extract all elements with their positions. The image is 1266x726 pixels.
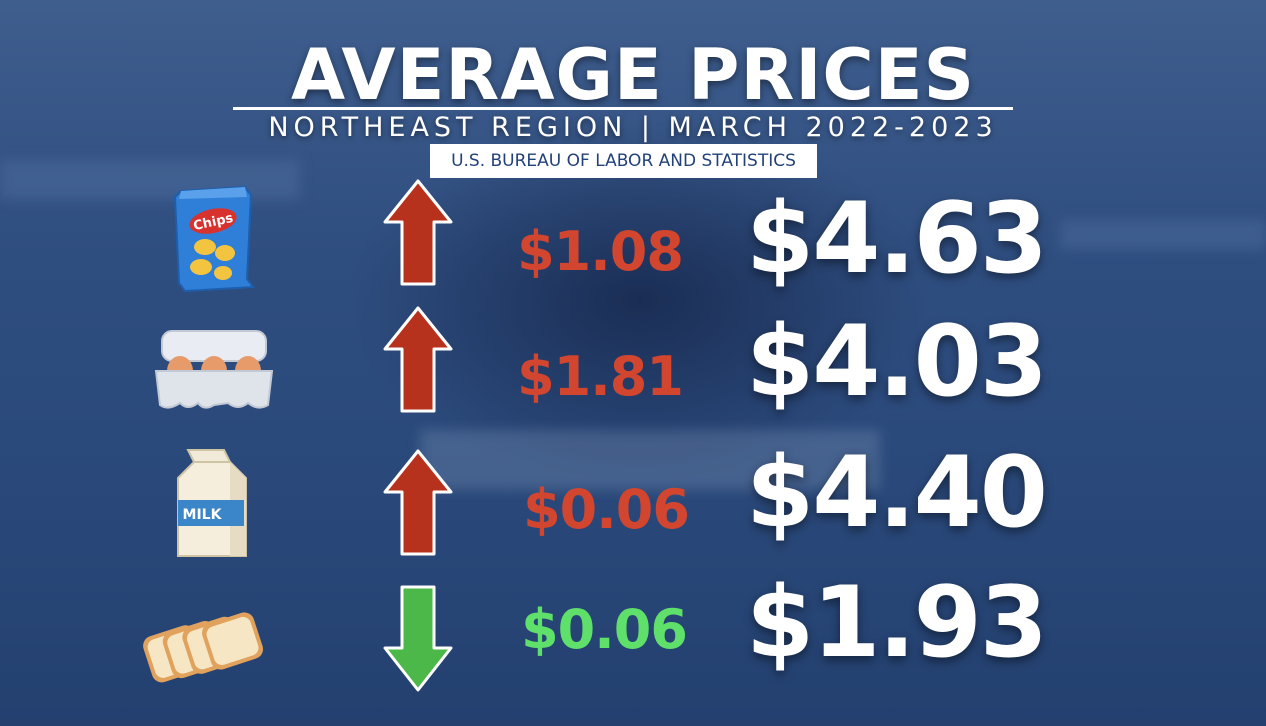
- price-change: $1.81: [517, 345, 684, 408]
- page-subtitle: NORTHEAST REGION | MARCH 2022-2023: [268, 112, 998, 143]
- milk-carton-icon: MILK: [177, 449, 247, 557]
- chips-bag-icon: Chips: [173, 185, 255, 293]
- price-row-chips: Chips $1.08 $4.63: [0, 178, 1266, 298]
- bread-slices-icon: [143, 612, 264, 683]
- price-change: $1.08: [517, 220, 684, 283]
- background-cart: [420, 430, 880, 490]
- page-title: AVERAGE PRICES: [291, 34, 975, 116]
- source-badge: U.S. BUREAU OF LABOR AND STATISTICS: [430, 144, 817, 178]
- arrow-down-icon: [383, 585, 453, 692]
- price-row-milk: MILK $0.06 $4.40: [0, 436, 1266, 568]
- price-row-bread: $0.06 $1.93: [0, 566, 1266, 704]
- background-shelf-right: [1060, 220, 1266, 250]
- egg-carton-icon: [154, 330, 274, 409]
- average-price: $1.93: [746, 566, 1048, 680]
- average-price: $4.63: [746, 182, 1048, 296]
- average-price: $4.40: [746, 436, 1048, 550]
- average-price: $4.03: [746, 305, 1048, 419]
- arrow-up-icon: [383, 306, 453, 413]
- milk-label: MILK: [183, 507, 223, 523]
- title-divider: [233, 107, 1013, 110]
- price-change: $0.06: [523, 478, 690, 541]
- price-row-eggs: $1.81 $4.03: [0, 305, 1266, 425]
- arrow-up-icon: [383, 179, 453, 286]
- arrow-up-icon: [383, 449, 453, 556]
- price-change: $0.06: [521, 598, 688, 661]
